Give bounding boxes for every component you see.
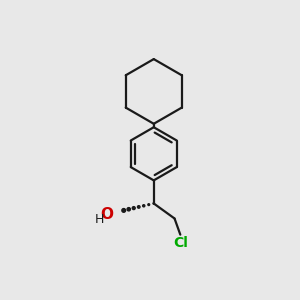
Text: H: H [95, 213, 104, 226]
Circle shape [143, 205, 145, 207]
Circle shape [132, 207, 135, 210]
Circle shape [153, 203, 154, 204]
Circle shape [127, 208, 130, 211]
Text: O: O [100, 207, 113, 222]
Circle shape [137, 206, 140, 208]
Circle shape [148, 204, 150, 206]
Circle shape [122, 208, 126, 212]
Text: Cl: Cl [173, 236, 188, 250]
